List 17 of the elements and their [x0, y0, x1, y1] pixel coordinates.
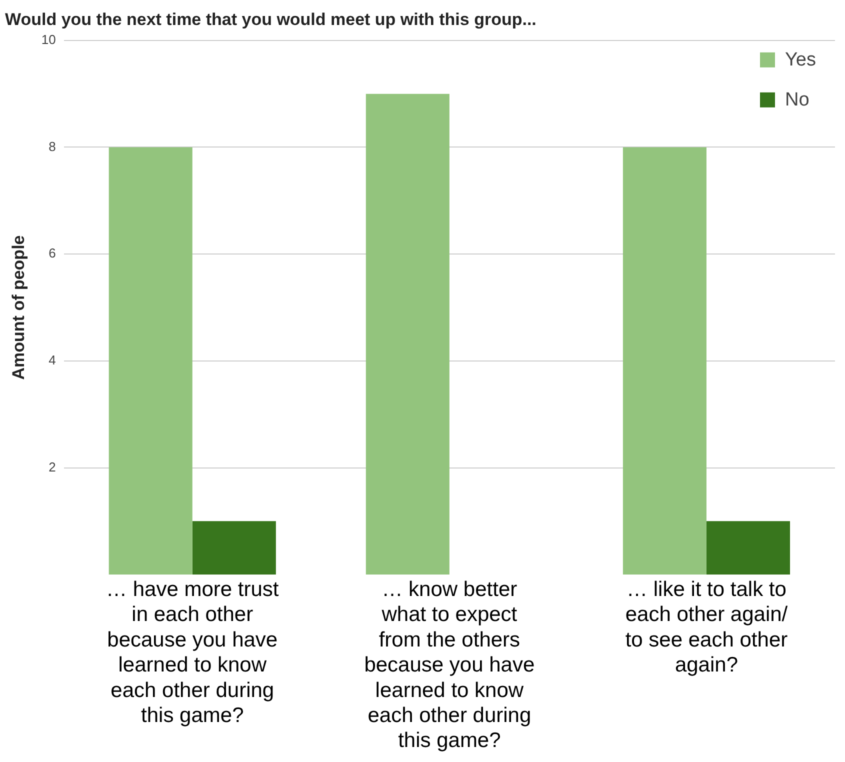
y-tick-label: 4: [48, 352, 56, 368]
y-tick-label: 2: [48, 459, 56, 474]
bar: [706, 521, 790, 575]
x-tick-label: … know better what to expect from the others because you have learned to know each other during this game?: [364, 578, 535, 752]
chart-title: Would you the next time that you would meet up with this group...: [5, 10, 536, 29]
y-tick-label: 10: [41, 32, 56, 47]
legend-label: Yes: [785, 50, 816, 71]
bar: [366, 94, 450, 575]
y-axis-title: Amount of people: [8, 235, 28, 380]
bar: [622, 147, 706, 575]
y-tick-label: 8: [48, 138, 56, 154]
bar: [108, 147, 192, 575]
bar: [192, 521, 276, 575]
legend-label: No: [785, 90, 810, 111]
x-tick-label: … like it to talk to each other again/ to see each other again?: [625, 578, 788, 677]
y-tick-label: 6: [48, 246, 56, 261]
x-tick-label: … have more trust in each other because you have learned to know each other during this game?: [106, 578, 279, 727]
